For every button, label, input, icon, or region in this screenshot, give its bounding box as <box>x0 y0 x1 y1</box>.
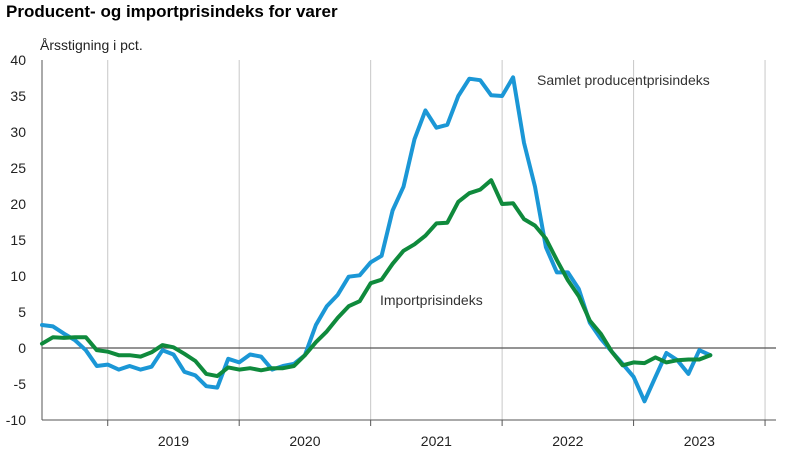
annotation-producer-index: Samlet producentprisindeks <box>537 72 710 88</box>
x-tick-label-2021: 2021 <box>421 433 452 449</box>
chart-title: Producent- og importprisindeks for varer <box>6 2 338 21</box>
y-tick-label-15: 15 <box>10 232 26 248</box>
x-axis-tick-labels: 201920202021202220232024 <box>107 420 766 449</box>
y-tick-label-0: 0 <box>18 340 26 356</box>
y-tick-label-35: 35 <box>10 88 26 104</box>
y-tick-label-30: 30 <box>10 124 26 140</box>
series-lines <box>40 75 713 404</box>
y-tick-label-5: 5 <box>18 304 26 320</box>
series-line-producer-index <box>40 75 713 404</box>
y-tick-label--10: -10 <box>6 412 26 428</box>
y-axis-label: Årsstigning i pct. <box>40 37 143 53</box>
vertical-gridlines <box>107 60 766 420</box>
y-axis-tick-labels: 40 35 30 25 20 15 10 5 0 -5 -10 <box>6 52 26 428</box>
x-tick-label-2023: 2023 <box>684 433 715 449</box>
annotation-import-index: Importprisindeks <box>380 292 483 308</box>
y-tick-label-40: 40 <box>10 52 26 68</box>
y-tick-label-20: 20 <box>10 196 26 212</box>
x-tick-label-2020: 2020 <box>289 433 320 449</box>
x-tick-label-2019: 2019 <box>158 433 189 449</box>
y-tick-label-10: 10 <box>10 268 26 284</box>
y-tick-label-25: 25 <box>10 160 26 176</box>
y-tick-label--5: -5 <box>14 376 27 392</box>
series-line-import-index <box>40 178 713 379</box>
x-tick-label-2022: 2022 <box>552 433 583 449</box>
